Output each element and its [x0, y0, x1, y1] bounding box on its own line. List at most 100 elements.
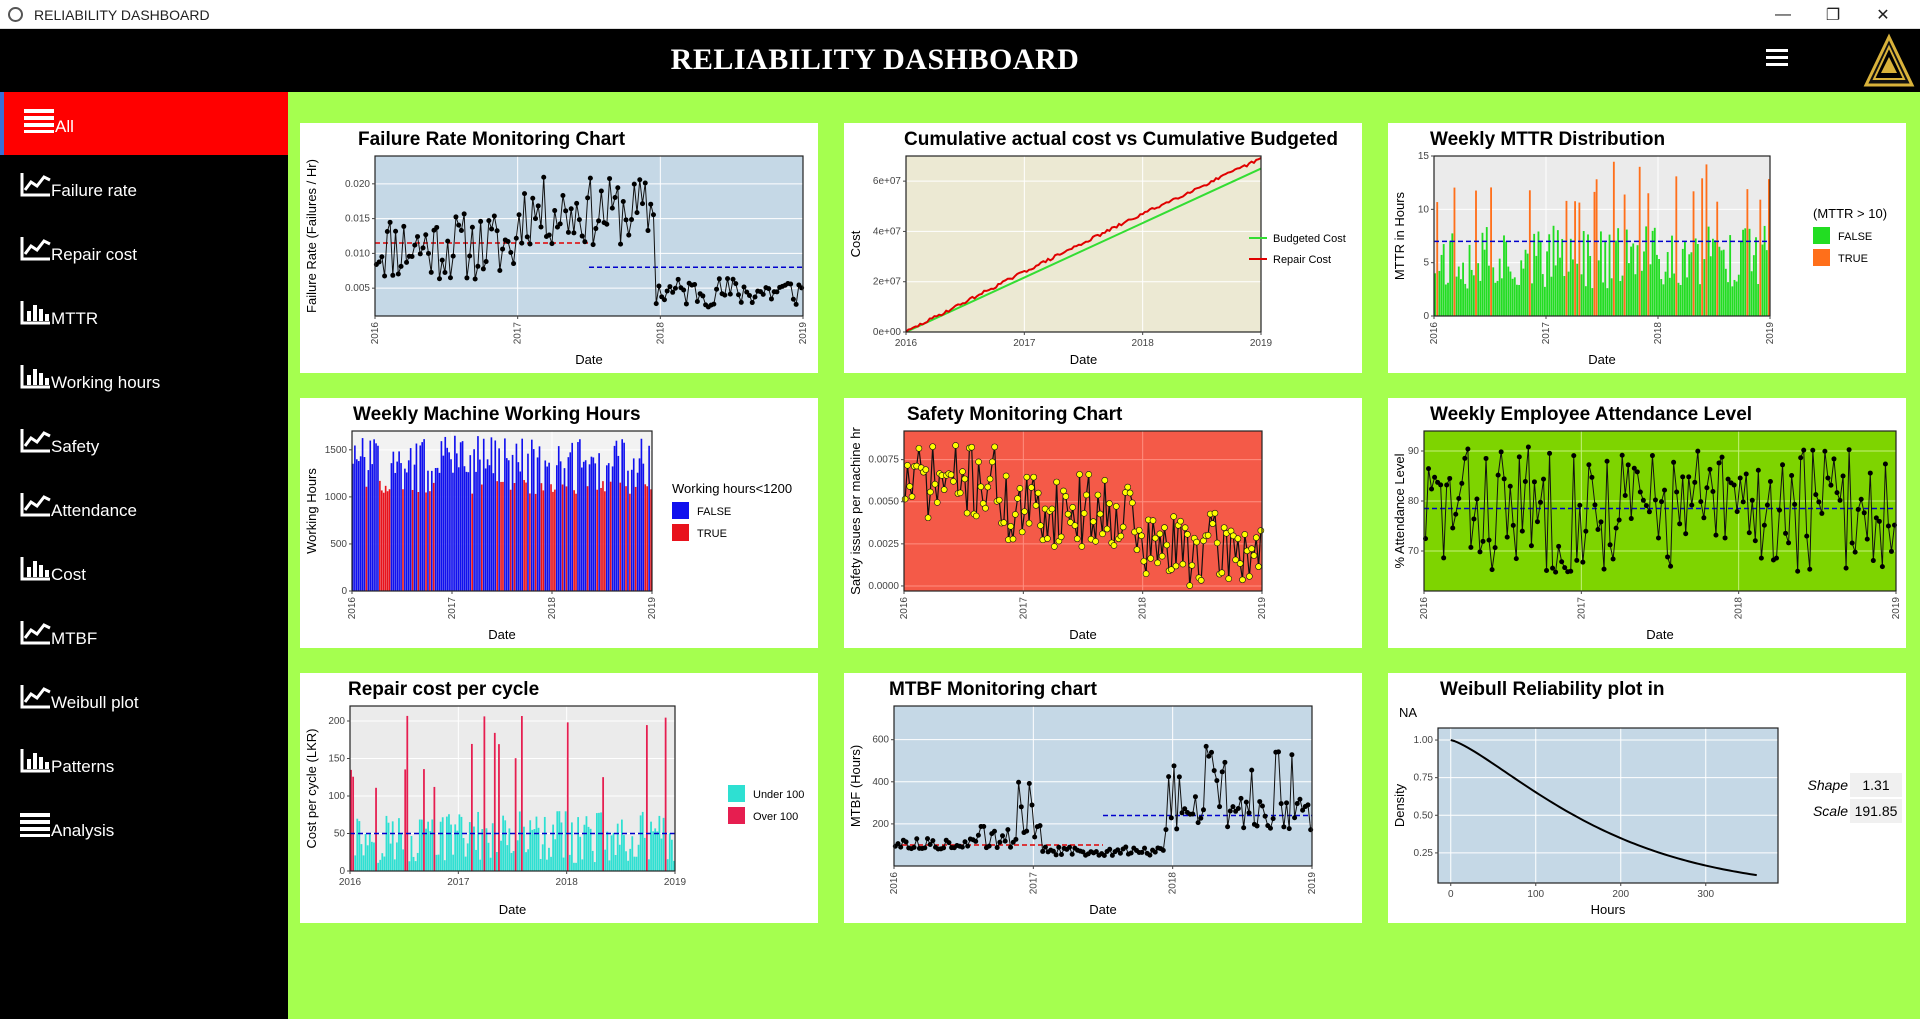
- close-button[interactable]: ✕: [1876, 6, 1890, 24]
- data-point: [941, 845, 947, 851]
- data-point: [1450, 525, 1456, 531]
- data-point: [530, 195, 536, 201]
- sidebar-item-failure-rate[interactable]: Failure rate: [0, 156, 288, 219]
- data-point: [615, 185, 621, 191]
- repair-cost-bar: [487, 842, 490, 871]
- x-tick-label: 2019: [1765, 322, 1776, 345]
- series-line-budgeted-cost: [905, 167, 1262, 333]
- data-point: [1160, 847, 1166, 853]
- working-hours-bar: [586, 486, 589, 591]
- sidebar-item-mttr[interactable]: MTTR: [0, 284, 288, 347]
- data-point: [1083, 491, 1090, 499]
- x-tick-label: 2018: [1653, 322, 1664, 345]
- repair-cost-bar: [352, 776, 355, 871]
- repair-cost-bar: [629, 848, 632, 871]
- attendance-chart: 70 80 90 2016 2017 2018 2019 Date % Attendance L…: [1392, 404, 1902, 642]
- sidebar-item-patterns[interactable]: Patterns: [0, 732, 288, 795]
- data-point: [1056, 844, 1062, 850]
- data-point: [1553, 569, 1559, 575]
- working-hours-bar: [380, 490, 383, 591]
- minimize-button[interactable]: —: [1775, 5, 1791, 23]
- mttr-bar: [1511, 278, 1514, 316]
- data-point: [1577, 502, 1583, 508]
- mttr-bar: [1645, 226, 1648, 316]
- data-point: [1607, 542, 1613, 548]
- data-point: [929, 443, 936, 450]
- mttr-bar: [1537, 231, 1540, 316]
- data-point: [535, 203, 541, 209]
- data-point: [1453, 511, 1459, 517]
- data-point: [914, 836, 920, 842]
- working-hours-bar: [432, 482, 435, 591]
- y-tick-label: 0.0025: [868, 539, 899, 550]
- mttr-bar: [1610, 278, 1613, 316]
- working-hours-bar: [627, 470, 629, 591]
- data-point: [1441, 555, 1447, 561]
- mttr-bar: [1546, 251, 1548, 316]
- data-point: [557, 221, 563, 227]
- repair-cost-bar: [473, 826, 475, 871]
- x-tick-label: 2017: [447, 597, 458, 620]
- data-point: [1804, 533, 1810, 539]
- data-point: [1888, 548, 1894, 554]
- repair-cost-bar: [650, 821, 652, 871]
- data-point: [1429, 486, 1435, 492]
- data-point: [483, 259, 489, 265]
- data-point: [642, 180, 648, 186]
- repair-cost-bar: [620, 819, 623, 871]
- sidebar-item-all[interactable]: All: [0, 92, 288, 155]
- mttr-bar: [1539, 241, 1542, 316]
- line-chart-icon: [20, 683, 52, 709]
- data-point: [585, 195, 591, 201]
- sidebar-item-repair-cost[interactable]: Repair cost: [0, 220, 288, 283]
- sidebar-item-mtbf[interactable]: MTBF: [0, 604, 288, 667]
- mttr-bar: [1535, 255, 1538, 316]
- sidebar-item-working-hours[interactable]: Working hours: [0, 348, 288, 411]
- data-point: [1060, 487, 1067, 495]
- x-tick-label: 2016: [889, 872, 900, 895]
- mttr-bar: [1684, 241, 1686, 316]
- data-point: [640, 201, 645, 207]
- mttr-bar: [1574, 201, 1576, 316]
- mttr-bar: [1675, 176, 1678, 316]
- sidebar-item-cost[interactable]: Cost: [0, 540, 288, 603]
- working-hours-bar: [461, 441, 464, 591]
- sidebar-item-analysis[interactable]: Analysis: [0, 796, 288, 859]
- working-hours-bar: [480, 484, 483, 591]
- repair-cost-bar: [383, 856, 386, 871]
- data-point: [524, 234, 530, 240]
- data-point: [952, 442, 959, 449]
- working-hours-bar: [540, 483, 543, 591]
- mttr-bar: [1563, 276, 1566, 316]
- data-point: [1115, 847, 1121, 853]
- working-hours-bar: [519, 471, 522, 591]
- data-point: [1024, 828, 1030, 834]
- x-tick-label: 2018: [1734, 597, 1745, 620]
- y-tick-label: 2e+07: [873, 277, 902, 288]
- repair-cost-bar: [368, 834, 371, 871]
- mttr-bar: [1468, 244, 1471, 316]
- sidebar-item-safety[interactable]: Safety: [0, 412, 288, 475]
- working-hours-bar: [615, 440, 618, 591]
- mttr-chart: 0 5 10 15 2016 2017 2018 2019 Date MTTR in Hours W…: [1392, 129, 1887, 367]
- x-tick-label: 2017: [1013, 338, 1036, 349]
- maximize-button[interactable]: ❐: [1825, 6, 1841, 24]
- hamburger-icon[interactable]: [1766, 49, 1788, 71]
- legend-swatch: [1813, 249, 1830, 266]
- repair-cost-bar: [441, 817, 444, 871]
- plot-border: [1433, 155, 1771, 317]
- mttr-panel: 0 5 10 15 2016 2017 2018 2019 Date MTTR in Hours W…: [1388, 123, 1906, 373]
- mttr-bar: [1619, 281, 1622, 316]
- x-tick-label: 2019: [647, 597, 658, 620]
- working-hours-bar: [396, 461, 399, 591]
- mttr-bar: [1485, 227, 1488, 316]
- sidebar-item-weibull-plot[interactable]: Weibull plot: [0, 668, 288, 731]
- working-hours-bar: [457, 467, 460, 591]
- mttr-bar: [1584, 286, 1587, 316]
- y-axis-label: Failure Rate (Failures / Hr): [304, 159, 319, 313]
- working-hours-bar: [555, 465, 558, 591]
- working-hours-bar: [529, 493, 531, 591]
- sidebar-item-attendance[interactable]: Attendance: [0, 476, 288, 539]
- mttr-bar: [1559, 257, 1561, 316]
- mttr-bar: [1466, 288, 1469, 316]
